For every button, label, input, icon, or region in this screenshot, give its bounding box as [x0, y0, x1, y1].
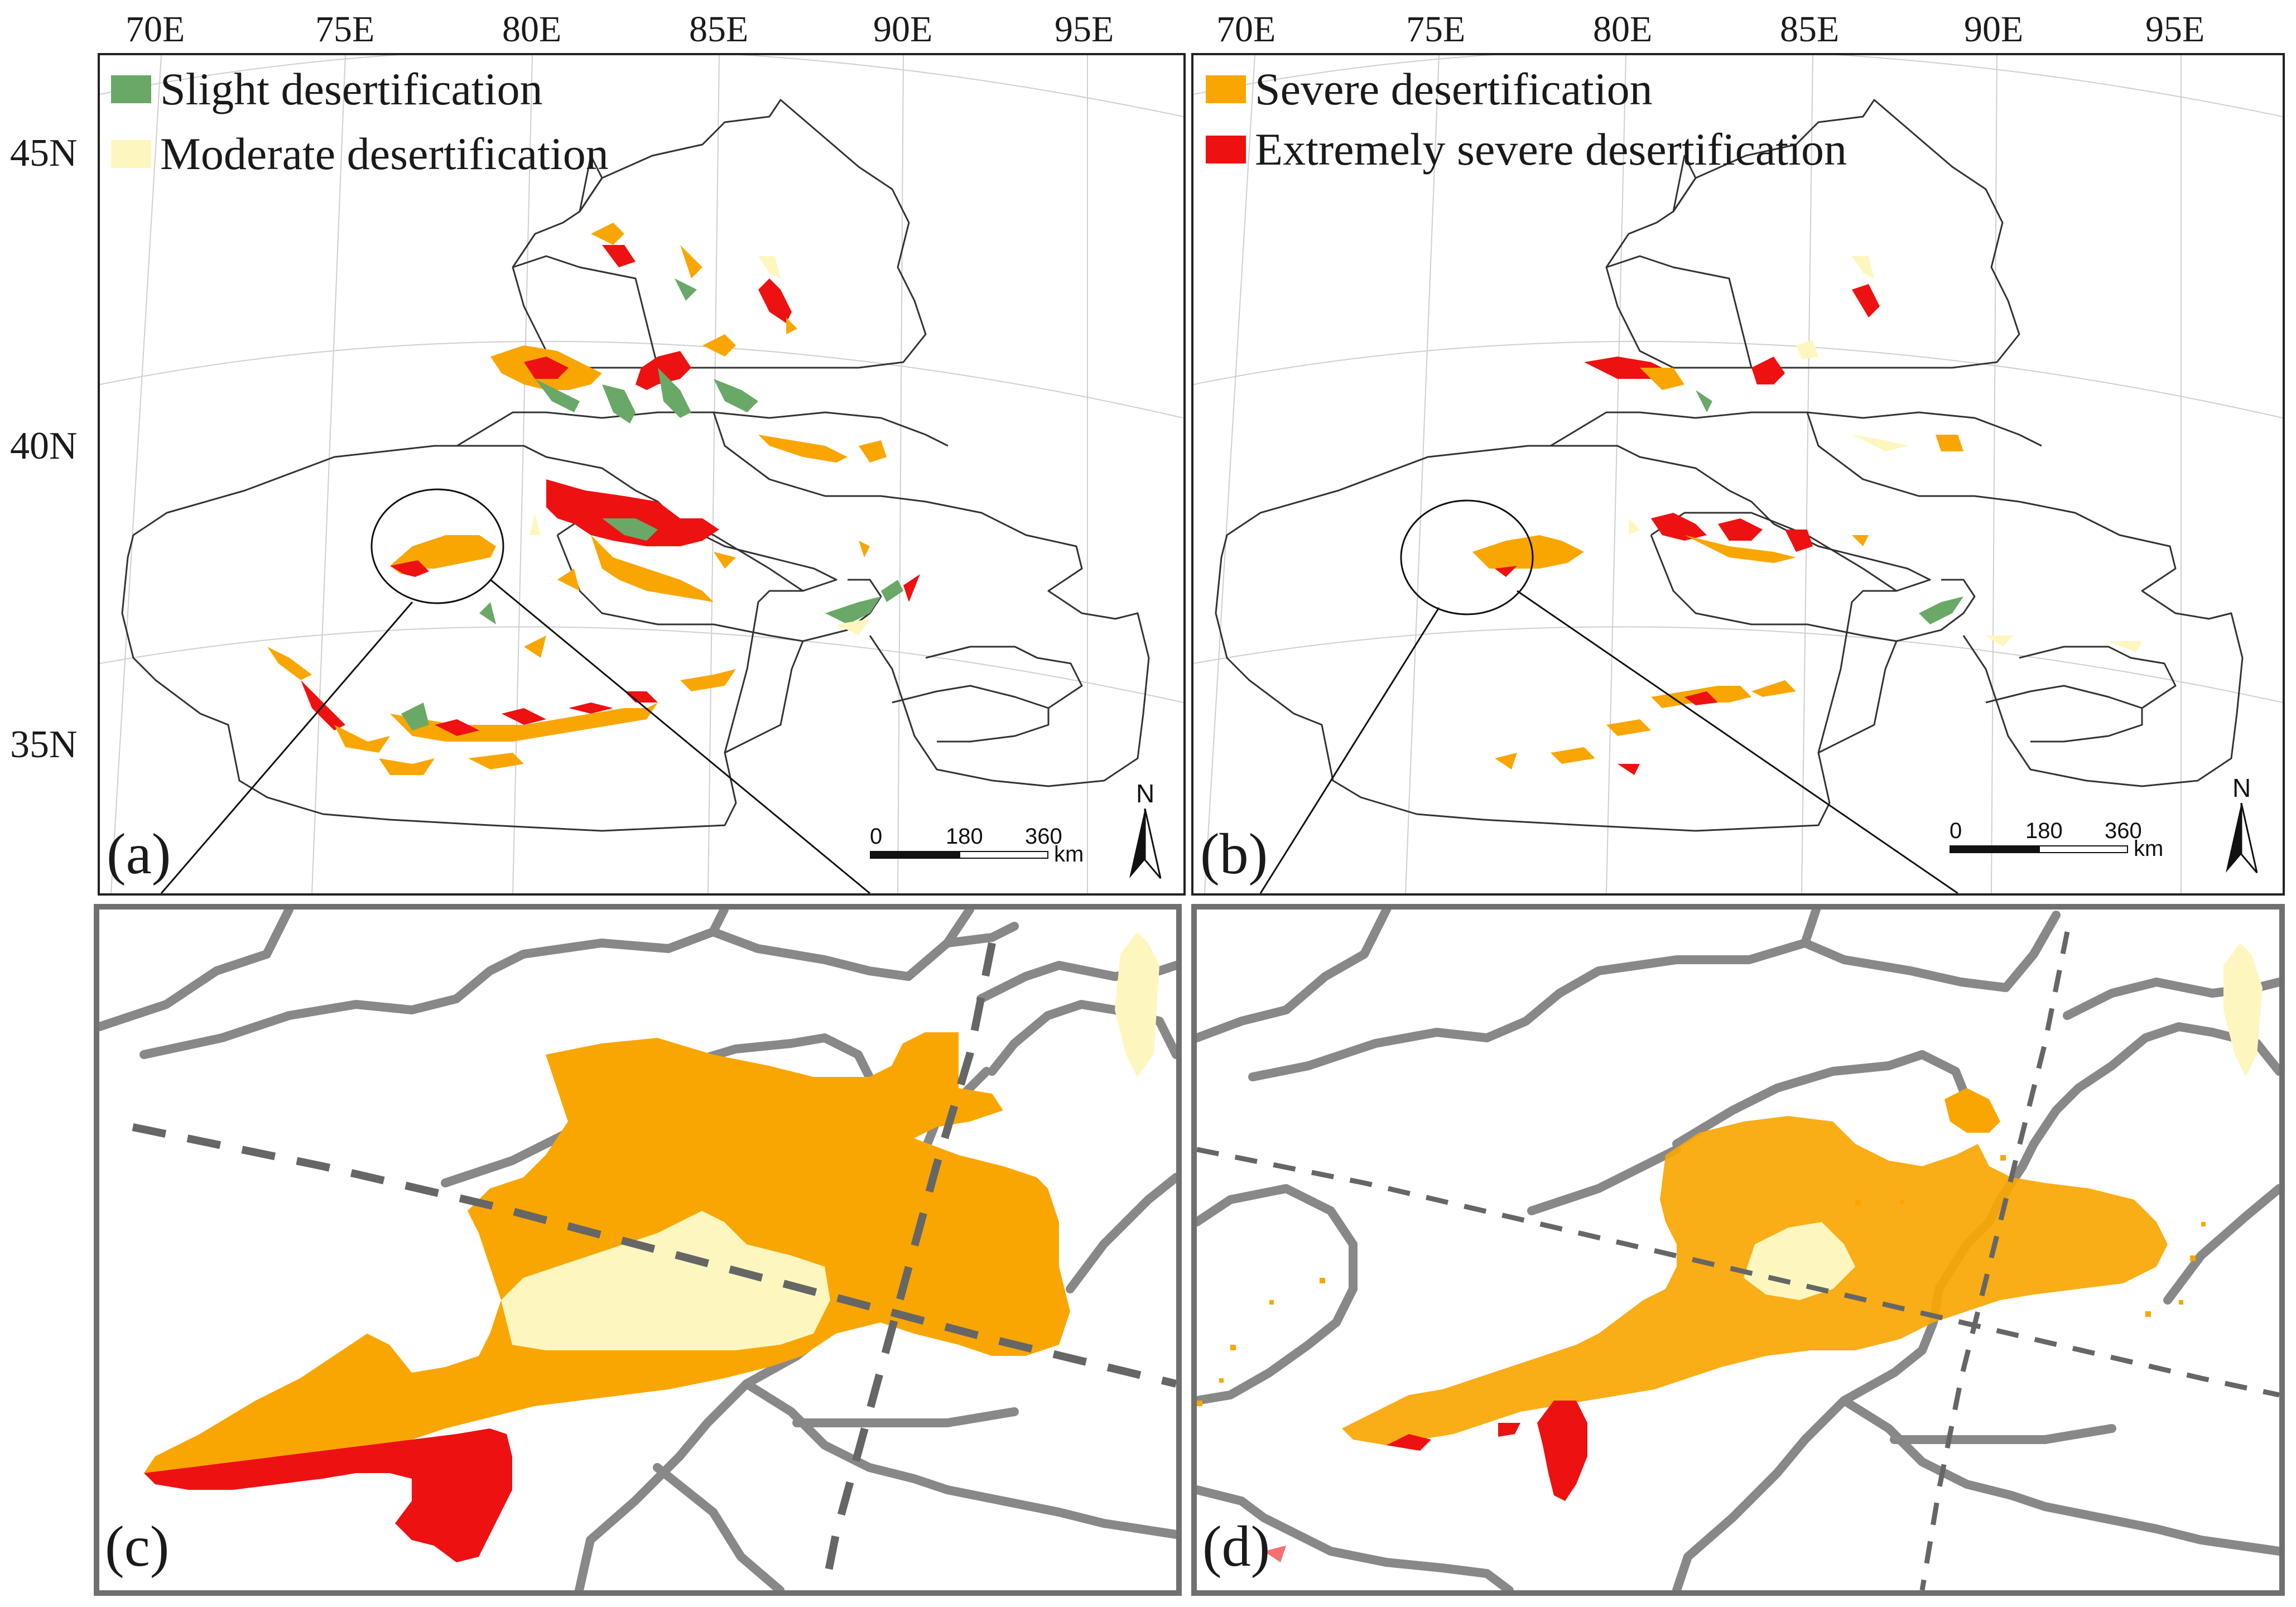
lat-label-35n: 35N — [10, 723, 78, 766]
lon-label-95e-a: 95E — [1055, 9, 1114, 50]
scale-bar-b: 0 180 360 km — [1950, 820, 2228, 864]
panel-label-c: (c) — [105, 1514, 170, 1579]
lon-label-70e-b: 70E — [1216, 9, 1276, 50]
lon-label-95e-b: 95E — [2145, 9, 2205, 50]
scale-unit: km — [1054, 842, 1084, 867]
zoom-d-scatter — [1197, 1155, 2206, 1406]
zoom-panel-c: (c) — [94, 904, 1182, 1596]
scale-bar-white-b — [2039, 845, 2128, 853]
scale-tick-0-b: 0 — [1950, 819, 1962, 843]
lon-label-90e-a: 90E — [873, 9, 933, 50]
scale-tick-0: 0 — [870, 824, 883, 849]
scale-bar-black-b — [1950, 845, 2039, 853]
scale-bar-a: 0 180 360 km — [870, 825, 1149, 870]
legend-item-extreme: Extremely severe desertification — [1206, 127, 1847, 172]
lat-label-45n: 45N — [10, 132, 78, 175]
scale-tick-360-b: 360 — [2105, 819, 2142, 843]
lon-label-90e-b: 90E — [1964, 9, 2024, 50]
lon-label-70e-a: 70E — [126, 9, 185, 50]
map-a-canvas — [100, 55, 1183, 893]
zoom-c-gridlines — [132, 942, 1176, 1590]
legend-item-slight: Slight desertification — [111, 66, 542, 112]
lon-label-80e-b: 80E — [1593, 9, 1653, 50]
map-b-canvas — [1193, 55, 2283, 893]
north-arrow-b: N — [2220, 775, 2265, 875]
region-boundaries-b — [1215, 99, 2244, 832]
legend-swatch-moderate — [111, 140, 151, 168]
scale-tick-360: 360 — [1025, 824, 1062, 849]
legend-label-extreme: Extremely severe desertification — [1255, 124, 1847, 175]
lat-label-40n: 40N — [10, 425, 78, 468]
scale-unit-b: km — [2134, 836, 2164, 861]
legend-swatch-severe — [1206, 75, 1246, 103]
north-arrow-icon — [1129, 809, 1162, 879]
legend-label-severe: Severe desertification — [1255, 64, 1653, 114]
legend-swatch-extreme — [1206, 136, 1246, 163]
legend-item-moderate: Moderate desertification — [111, 131, 609, 177]
scale-bar-black — [870, 851, 959, 859]
zoom-indicator-b — [1259, 499, 1958, 893]
north-arrow-icon-b — [2226, 803, 2258, 873]
zoom-c-patches — [144, 932, 1159, 1562]
panel-label-d: (d) — [1202, 1514, 1270, 1579]
north-label-b: N — [2232, 773, 2251, 802]
zoom-panel-d: (d) — [1191, 904, 2285, 1596]
legend-label-slight: Slight desertification — [160, 64, 543, 114]
legend-label-moderate: Moderate desertification — [160, 128, 609, 179]
lon-label-80e-a: 80E — [502, 9, 562, 50]
north-arrow-a: N — [1124, 781, 1168, 881]
zoom-indicator-a — [160, 488, 870, 893]
legend-item-severe: Severe desertification — [1206, 66, 1653, 112]
zoom-d-gridlines — [1197, 931, 2279, 1590]
panel-label-a: (a) — [107, 822, 171, 886]
lon-label-75e-b: 75E — [1406, 9, 1466, 50]
scale-bar-white — [959, 851, 1048, 859]
zoom-d-patches — [1264, 943, 2263, 1562]
scale-tick-180-b: 180 — [2025, 819, 2063, 843]
scale-tick-180: 180 — [946, 824, 983, 849]
desertification-patches-a — [267, 223, 920, 775]
lon-label-85e-b: 85E — [1780, 9, 1840, 50]
zoom-c-canvas — [99, 910, 1176, 1590]
north-label-a: N — [1136, 779, 1155, 808]
map-panel-a: Slight desertification Moderate desertif… — [98, 53, 1186, 896]
lon-label-75e-a: 75E — [315, 9, 375, 50]
region-boundaries — [121, 99, 1150, 832]
map-panel-b: Severe desertification Extremely severe … — [1191, 53, 2285, 896]
graticule — [100, 55, 1183, 893]
panel-label-b: (b) — [1200, 822, 1268, 886]
graticule-b — [1193, 55, 2283, 893]
lon-label-85e-a: 85E — [689, 9, 749, 50]
legend-swatch-slight — [111, 75, 151, 103]
zoom-d-canvas — [1197, 910, 2279, 1590]
desertification-patches-b — [1472, 256, 2142, 775]
